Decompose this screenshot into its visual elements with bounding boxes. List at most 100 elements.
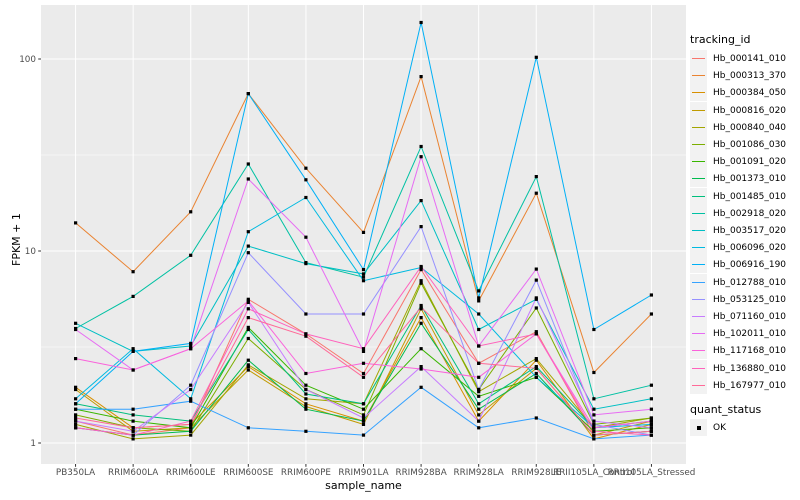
data-point [246, 327, 250, 332]
data-point [649, 397, 653, 401]
legend-key [690, 84, 707, 102]
data-point [419, 305, 423, 309]
legend-key [690, 204, 707, 222]
legend-item-label: Hb_012788_010 [713, 277, 787, 288]
data-point [592, 327, 596, 332]
y-axis-title: FPKM + 1 [10, 213, 23, 266]
data-point [246, 316, 250, 320]
data-point [477, 327, 481, 332]
data-point [304, 371, 308, 376]
data-point [131, 429, 135, 433]
data-point [419, 225, 423, 229]
x-tick-label: RRIM928LE [511, 468, 561, 478]
data-point [189, 344, 193, 348]
data-point [74, 321, 78, 325]
data-point [304, 334, 308, 338]
data-point [419, 365, 423, 369]
legend-key-point [697, 426, 701, 430]
legend-item: Hb_117168_010 [688, 342, 800, 360]
data-point [361, 422, 366, 426]
legend-key-line [692, 178, 705, 180]
data-point [304, 332, 308, 336]
legend-item-label: Hb_006916_190 [713, 260, 787, 271]
legend-key-line [692, 384, 705, 386]
data-point [592, 433, 596, 437]
data-point [649, 422, 653, 426]
data-point [246, 244, 250, 248]
x-tick-label: RRIM928BA [395, 468, 446, 478]
data-point [304, 392, 308, 396]
legend-item: Hb_000141_010 [688, 50, 800, 67]
legend-item-label: Hb_102011_010 [713, 329, 787, 340]
data-point [246, 368, 250, 372]
data-point [131, 349, 135, 353]
legend-key-line [692, 281, 705, 283]
data-point [649, 416, 653, 420]
data-point [246, 299, 250, 303]
legend-key [690, 359, 707, 377]
data-point [246, 325, 250, 329]
data-point [477, 344, 481, 348]
data-point [477, 387, 481, 392]
x-axis-title: sample_name [325, 479, 402, 492]
data-point [189, 253, 193, 257]
data-point [534, 365, 538, 369]
legend-item-label: Hb_117168_010 [713, 346, 787, 357]
data-point [74, 385, 78, 389]
data-point [189, 426, 193, 430]
data-point [246, 251, 250, 255]
data-point [361, 375, 366, 379]
data-point [74, 416, 78, 420]
data-point [246, 365, 250, 369]
data-point [477, 419, 481, 423]
data-point [189, 422, 193, 426]
legend-key [690, 256, 707, 274]
data-point [361, 347, 366, 351]
data-point [189, 433, 193, 437]
data-point [477, 413, 481, 417]
data-point [361, 433, 366, 437]
data-point [74, 402, 78, 406]
data-point [304, 178, 308, 182]
data-point [534, 296, 538, 300]
legend-item-label: Hb_053125_010 [713, 294, 787, 305]
data-point [131, 270, 135, 274]
data-point [304, 312, 308, 316]
data-point [361, 419, 366, 423]
legend-item-label: Hb_136880_010 [713, 363, 787, 374]
data-point [74, 397, 78, 401]
legend-key-line [692, 230, 705, 231]
data-point [477, 402, 481, 406]
data-point [74, 221, 78, 225]
data-point [131, 426, 135, 430]
legend-key-line [692, 264, 705, 266]
data-point [246, 426, 250, 430]
data-point [361, 279, 366, 283]
x-tick-label: RRIM901LA [338, 468, 388, 478]
legend-key [690, 290, 707, 308]
data-point [361, 371, 366, 376]
legend-key-line [692, 161, 705, 163]
data-point [649, 407, 653, 411]
data-point [304, 235, 308, 239]
data-point [304, 397, 308, 401]
data-point [361, 275, 366, 279]
legend-key-line [692, 195, 705, 197]
legend-item-label: Hb_001086_030 [713, 140, 787, 150]
data-point [419, 281, 423, 285]
legend-key [690, 170, 707, 188]
data-point [361, 272, 366, 276]
data-point [649, 429, 653, 433]
data-point [131, 413, 135, 417]
x-tick-label: PB350LA [56, 468, 95, 478]
data-point [534, 175, 538, 179]
data-point [304, 429, 308, 433]
legend-key-line [692, 92, 705, 94]
data-point [419, 307, 423, 311]
legend-key [690, 273, 707, 291]
x-tick-label: RRIM600SE [223, 468, 273, 478]
legend-color-title: tracking_id [690, 33, 751, 46]
data-point [419, 199, 423, 203]
data-point [74, 407, 78, 411]
legend-item-label: Hb_000816_020 [713, 105, 787, 116]
